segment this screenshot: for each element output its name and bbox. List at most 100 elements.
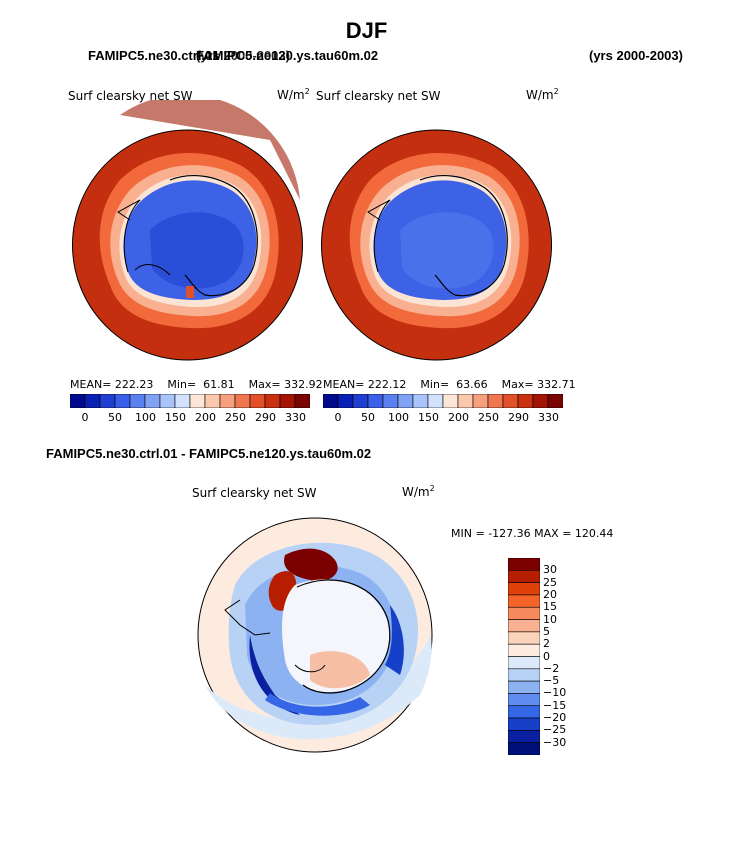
left-units-label: W/m2 — [277, 87, 310, 102]
top-maps — [72, 100, 552, 361]
colorbar-swatch — [70, 394, 86, 408]
colorbar-tick-label: −15 — [543, 698, 567, 712]
colorbar-tick-label: 50 — [108, 411, 122, 424]
colorbar-tick-label: −10 — [543, 686, 567, 700]
colorbar-tick-label: 250 — [225, 411, 246, 424]
colorbar-tick-label: 200 — [448, 411, 469, 424]
colorbar-tick-label: −20 — [543, 711, 567, 725]
colorbar-swatch — [508, 643, 540, 657]
colorbar-swatch — [294, 394, 310, 408]
left-map — [72, 100, 303, 361]
right-colorbar — [323, 394, 563, 408]
colorbar-swatch — [508, 668, 540, 682]
colorbar-swatch — [508, 631, 540, 645]
colorbar-tick-label: 5 — [543, 624, 550, 638]
colorbar-swatch — [442, 394, 459, 408]
years-left: (yrs 2000-2003) — [196, 48, 290, 63]
colorbar-swatch — [382, 394, 399, 408]
colorbar-swatch — [508, 582, 540, 596]
colorbar-swatch — [144, 394, 161, 408]
colorbar-swatch — [517, 394, 534, 408]
case-name-a: FAMIPC5.ne30.ctrl.01 — [88, 48, 220, 63]
colorbar-swatch — [249, 394, 266, 408]
colorbar-swatch — [159, 394, 176, 408]
colorbar-swatch — [547, 394, 563, 408]
colorbar-swatch — [457, 394, 474, 408]
colorbar-tick-label: 2 — [543, 637, 550, 651]
colorbar-swatch — [234, 394, 251, 408]
diff-map — [197, 517, 433, 753]
diff-title: FAMIPC5.ne30.ctrl.01 - FAMIPC5.ne120.ys.… — [46, 446, 372, 461]
colorbar-swatch — [397, 394, 414, 408]
colorbar-tick-label: 330 — [538, 411, 559, 424]
colorbar-tick-label: 0 — [81, 411, 89, 424]
colorbar-swatch — [472, 394, 489, 408]
colorbar-swatch — [508, 570, 540, 583]
colorbar-swatch — [508, 619, 540, 633]
colorbar-swatch — [204, 394, 221, 408]
colorbar-tick-label: 0 — [543, 649, 550, 663]
diff-colorbar-labels: 30 25 20 15 10 5 2 0 −2 −5 −10 −15 −20 −25 −30 — [543, 558, 583, 755]
left-colorbar-labels: 0 50 100 150 200 250 290 330 — [70, 411, 310, 425]
colorbar-tick-label: −2 — [543, 661, 560, 675]
colorbar-tick-label: −30 — [543, 735, 567, 749]
colorbar-tick-label: 250 — [478, 411, 499, 424]
colorbar-tick-label: 30 — [543, 563, 557, 577]
colorbar-swatch — [99, 394, 116, 408]
left-colorbar — [70, 394, 310, 408]
colorbar-tick-label: 20 — [543, 587, 557, 601]
colorbar-tick-label: −25 — [543, 723, 567, 737]
colorbar-swatch — [508, 606, 540, 620]
colorbar-swatch — [532, 394, 549, 408]
colorbar-swatch — [323, 394, 339, 408]
colorbar-tick-label: 200 — [195, 411, 216, 424]
colorbar-tick-label: 150 — [165, 411, 186, 424]
colorbar-swatch — [337, 394, 354, 408]
years-right: (yrs 2000-2003) — [589, 48, 683, 63]
colorbar-tick-label: 290 — [508, 411, 529, 424]
colorbar-swatch — [174, 394, 191, 408]
colorbar-swatch — [508, 693, 540, 707]
page-title: DJF — [345, 18, 388, 43]
right-stats: MEAN= 222.12 Min= 63.66 Max= 332.71 — [323, 378, 576, 391]
colorbar-swatch — [189, 394, 206, 408]
diff-units-label: W/m2 — [402, 484, 435, 499]
colorbar-swatch — [129, 394, 146, 408]
case-name-b: FAMIPC5.ne120.ys.tau60m.02 — [196, 48, 379, 63]
colorbar-swatch — [84, 394, 101, 408]
colorbar-swatch — [508, 558, 540, 571]
colorbar-swatch — [264, 394, 281, 408]
colorbar-swatch — [502, 394, 519, 408]
diff-colorbar — [508, 558, 540, 755]
colorbar-swatch — [508, 594, 540, 608]
colorbar-swatch — [487, 394, 504, 408]
colorbar-swatch — [412, 394, 429, 408]
colorbar-tick-label: 100 — [135, 411, 156, 424]
colorbar-tick-label: 290 — [255, 411, 276, 424]
colorbar-swatch — [279, 394, 296, 408]
colorbar-swatch — [508, 680, 540, 694]
colorbar-tick-label: 50 — [361, 411, 375, 424]
colorbar-swatch — [367, 394, 384, 408]
colorbar-tick-label: 25 — [543, 575, 557, 589]
colorbar-swatch — [114, 394, 131, 408]
right-units-label: W/m2 — [526, 87, 559, 102]
colorbar-tick-label: −5 — [543, 674, 560, 688]
colorbar-tick-label: 15 — [543, 600, 557, 614]
colorbar-tick-label: 330 — [285, 411, 306, 424]
colorbar-tick-label: 100 — [388, 411, 409, 424]
colorbar-swatch — [219, 394, 236, 408]
colorbar-swatch — [508, 705, 540, 719]
colorbar-tick-label: 10 — [543, 612, 557, 626]
colorbar-swatch — [508, 656, 540, 670]
diff-variable-label: Surf clearsky net SW — [192, 486, 317, 500]
right-variable-label: Surf clearsky net SW — [316, 89, 441, 103]
colorbar-tick-label: 0 — [334, 411, 342, 424]
colorbar-swatch — [352, 394, 369, 408]
left-stats: MEAN= 222.23 Min= 61.81 Max= 332.92 — [70, 378, 323, 391]
colorbar-swatch — [508, 717, 540, 731]
colorbar-swatch — [508, 730, 540, 743]
right-map — [321, 129, 552, 361]
colorbar-swatch — [508, 742, 540, 755]
diff-minmax: MIN = -127.36 MAX = 120.44 — [451, 527, 614, 540]
